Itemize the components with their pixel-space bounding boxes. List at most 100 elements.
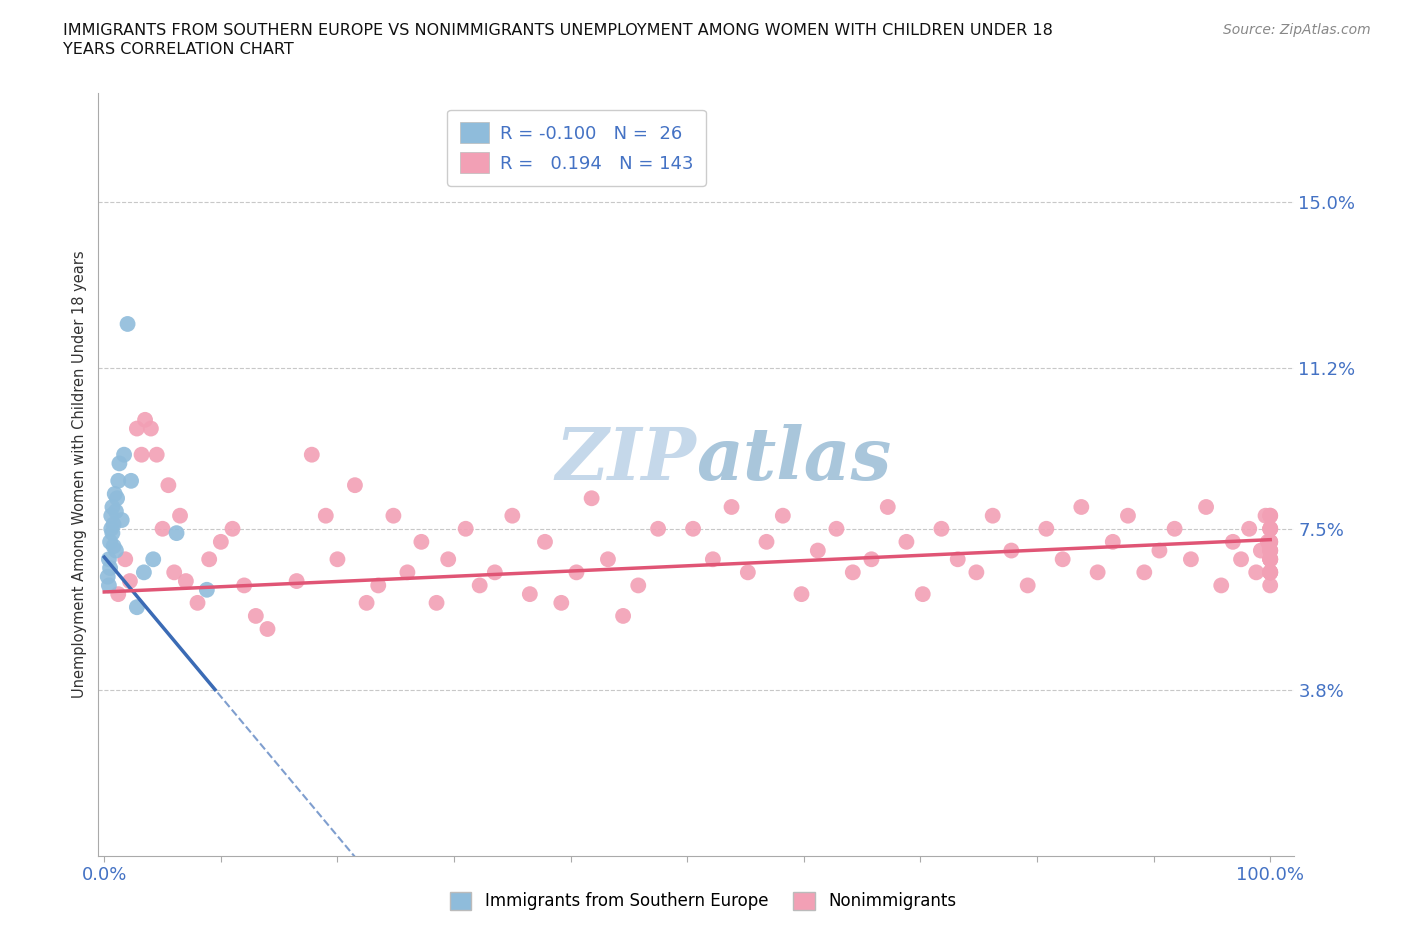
Point	[142, 551, 165, 566]
Point	[111, 512, 134, 527]
Point	[97, 569, 120, 584]
Point	[682, 522, 704, 537]
Point	[550, 595, 572, 610]
Text: Source: ZipAtlas.com: Source: ZipAtlas.com	[1223, 23, 1371, 37]
Point	[1035, 522, 1057, 537]
Point	[104, 543, 127, 558]
Point	[98, 535, 121, 550]
Point	[145, 447, 167, 462]
Point	[1258, 551, 1281, 566]
Point	[367, 578, 389, 592]
Point	[965, 565, 987, 579]
Point	[245, 608, 267, 623]
Point	[1258, 565, 1281, 579]
Point	[186, 595, 208, 610]
Point	[519, 587, 541, 602]
Point	[772, 509, 794, 524]
Point	[720, 499, 742, 514]
Point	[166, 525, 188, 540]
Point	[1258, 551, 1281, 566]
Point	[1258, 522, 1281, 537]
Point	[1163, 522, 1185, 537]
Point	[169, 509, 191, 524]
Point	[755, 535, 778, 550]
Point	[315, 509, 337, 524]
Text: atlas: atlas	[696, 423, 891, 495]
Point	[1254, 509, 1277, 524]
Point	[1258, 543, 1281, 558]
Point	[1258, 522, 1281, 537]
Point	[534, 535, 557, 550]
Point	[1258, 509, 1281, 524]
Point	[103, 538, 125, 553]
Point	[1258, 509, 1281, 524]
Point	[896, 535, 918, 550]
Point	[501, 509, 523, 524]
Point	[647, 522, 669, 537]
Point	[112, 447, 135, 462]
Point	[946, 551, 969, 566]
Point	[100, 509, 122, 524]
Point	[981, 509, 1004, 524]
Point	[104, 504, 127, 519]
Legend: Immigrants from Southern Europe, Nonimmigrants: Immigrants from Southern Europe, Nonimmi…	[443, 885, 963, 917]
Point	[1258, 551, 1281, 566]
Point	[627, 578, 650, 592]
Point	[103, 517, 125, 532]
Point	[1222, 535, 1244, 550]
Y-axis label: Unemployment Among Women with Children Under 18 years: Unemployment Among Women with Children U…	[72, 250, 87, 698]
Point	[101, 499, 124, 514]
Point	[1116, 509, 1139, 524]
Point	[1149, 543, 1171, 558]
Point	[596, 551, 619, 566]
Point	[97, 551, 120, 566]
Point	[1258, 543, 1281, 558]
Point	[256, 621, 278, 636]
Point	[1070, 499, 1092, 514]
Point	[134, 412, 156, 427]
Point	[301, 447, 323, 462]
Point	[125, 600, 148, 615]
Point	[343, 478, 366, 493]
Point	[1258, 535, 1281, 550]
Point	[1237, 522, 1260, 537]
Point	[98, 561, 121, 576]
Point	[484, 565, 506, 579]
Point	[468, 578, 491, 592]
Point	[425, 595, 447, 610]
Point	[842, 565, 865, 579]
Point	[198, 551, 221, 566]
Point	[1250, 543, 1272, 558]
Point	[807, 543, 830, 558]
Point	[1258, 535, 1281, 550]
Point	[174, 574, 197, 589]
Point	[97, 578, 120, 592]
Point	[1258, 551, 1281, 566]
Point	[139, 421, 162, 436]
Point	[581, 491, 603, 506]
Point	[157, 478, 180, 493]
Point	[132, 565, 155, 579]
Point	[125, 421, 148, 436]
Point	[100, 522, 122, 537]
Point	[1258, 535, 1281, 550]
Point	[876, 499, 898, 514]
Point	[825, 522, 848, 537]
Point	[396, 565, 419, 579]
Point	[1101, 535, 1123, 550]
Point	[1244, 565, 1267, 579]
Point	[221, 522, 243, 537]
Point	[1257, 535, 1279, 550]
Point	[1195, 499, 1218, 514]
Point	[1258, 522, 1281, 537]
Point	[1052, 551, 1074, 566]
Point	[131, 447, 153, 462]
Point	[114, 551, 136, 566]
Point	[1211, 578, 1233, 592]
Point	[107, 473, 129, 488]
Point	[104, 486, 127, 501]
Point	[1258, 543, 1281, 558]
Point	[105, 491, 128, 506]
Point	[860, 551, 883, 566]
Point	[911, 587, 934, 602]
